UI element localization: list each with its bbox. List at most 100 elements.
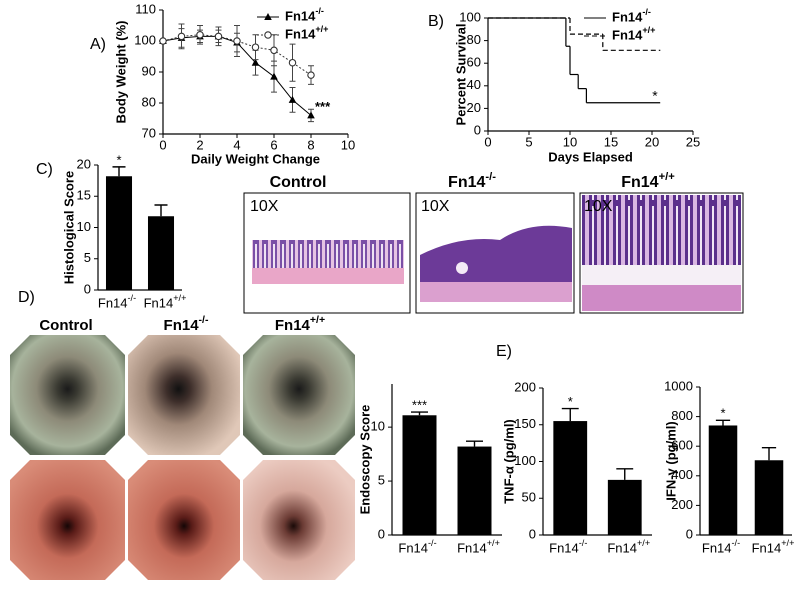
point bbox=[288, 95, 297, 103]
x-tick-label: Fn14-/- bbox=[702, 538, 740, 555]
x-tick-label: 0 bbox=[159, 137, 166, 152]
y-tick-label: 1000 bbox=[664, 378, 693, 393]
endoscopy-image bbox=[243, 335, 355, 455]
superscript: +/+ bbox=[487, 538, 500, 548]
x-axis-title: Daily Weight Change bbox=[191, 151, 320, 166]
y-axis-title: Body Weight (%) bbox=[113, 20, 128, 123]
tissue bbox=[582, 285, 741, 311]
y-tick-label: 100 bbox=[514, 453, 536, 468]
endoscopy-title: Fn14-/- bbox=[164, 314, 209, 334]
x-tick-label: 4 bbox=[233, 137, 240, 152]
error-bar bbox=[715, 419, 731, 426]
y-tick-label: 150 bbox=[514, 416, 536, 431]
endoscopy-images bbox=[10, 335, 355, 580]
endoscopy-image bbox=[128, 460, 240, 580]
x-tick-label: Fn14+/+ bbox=[144, 293, 187, 310]
superscript: -/- bbox=[579, 538, 588, 548]
point bbox=[251, 43, 260, 51]
point bbox=[233, 37, 241, 45]
tissue bbox=[252, 240, 404, 270]
point bbox=[288, 58, 297, 67]
superscript: -/- bbox=[732, 538, 741, 548]
y-tick-label: 15 bbox=[77, 188, 91, 203]
magnification: 10X bbox=[421, 198, 450, 215]
superscript: +/+ bbox=[310, 314, 325, 326]
error-bar bbox=[411, 411, 428, 416]
y-tick-label: 80 bbox=[142, 94, 156, 109]
y-tick-label: 600 bbox=[671, 438, 693, 453]
bar bbox=[708, 425, 738, 535]
y-tick-label: 0 bbox=[84, 281, 91, 296]
x-tick-label: 5 bbox=[525, 134, 532, 149]
x-tick-label: Fn14+/+ bbox=[457, 538, 500, 555]
x-tick-label: 6 bbox=[270, 137, 277, 152]
point bbox=[270, 72, 278, 80]
y-tick-label: 0 bbox=[529, 526, 536, 541]
y-axis-title: IFN-γ (pg/ml) bbox=[663, 421, 678, 500]
superscript: +/+ bbox=[659, 171, 676, 183]
magnification: 10X bbox=[584, 198, 613, 215]
legend-label: Fn14+/+ bbox=[612, 25, 656, 42]
point bbox=[214, 32, 223, 41]
y-tick-label: 200 bbox=[671, 497, 693, 512]
endoscopy-image bbox=[10, 335, 125, 455]
error-bar bbox=[561, 407, 579, 422]
point bbox=[159, 37, 167, 45]
histology-title: Fn14+/+ bbox=[621, 171, 675, 191]
error-bar bbox=[616, 468, 634, 480]
y-tick-label: 50 bbox=[522, 490, 536, 505]
tissue bbox=[420, 225, 572, 300]
x-tick-label: 10 bbox=[341, 137, 355, 152]
x-tick-label: 2 bbox=[196, 137, 203, 152]
x-tick-label: 25 bbox=[686, 134, 700, 149]
y-tick-label: 200 bbox=[514, 379, 536, 394]
superscript: +/+ bbox=[173, 293, 186, 303]
superscript: -/- bbox=[199, 314, 209, 326]
x-tick-label: 0 bbox=[484, 134, 491, 149]
panel-label: A) bbox=[90, 36, 106, 53]
y-axis-title: TNF-α (pg/ml) bbox=[501, 419, 516, 504]
x-tick-label: Fn14-/- bbox=[549, 538, 587, 555]
superscript: -/- bbox=[128, 293, 137, 303]
histology-title: Control bbox=[270, 174, 327, 191]
y-axis-title: Histological Score bbox=[61, 171, 76, 284]
panel-label: E) bbox=[496, 343, 512, 360]
superscript: +/+ bbox=[781, 538, 794, 548]
x-tick-label: Fn14+/+ bbox=[752, 538, 795, 555]
y-tick-label: 20 bbox=[77, 156, 91, 171]
y-tick-label: 10 bbox=[77, 219, 91, 234]
y-tick-label: 110 bbox=[135, 1, 156, 16]
point bbox=[307, 111, 315, 119]
superscript: -/- bbox=[428, 538, 437, 548]
tissue bbox=[420, 282, 572, 302]
y-tick-label: 100 bbox=[134, 32, 156, 47]
endoscopy-image bbox=[128, 335, 240, 455]
y-tick-label: 20 bbox=[467, 100, 481, 115]
superscript: -/- bbox=[642, 7, 651, 17]
endoscopy-title: Fn14+/+ bbox=[275, 314, 325, 334]
bar bbox=[553, 421, 588, 535]
endoscopy-image bbox=[243, 460, 355, 580]
point bbox=[307, 71, 315, 79]
endoscopy-image bbox=[10, 460, 125, 580]
bar bbox=[147, 216, 175, 290]
endoscopy-title: Control bbox=[39, 317, 92, 334]
error-bar bbox=[466, 440, 483, 447]
point bbox=[177, 32, 186, 41]
annotation: *** bbox=[315, 99, 331, 114]
y-tick-label: 60 bbox=[467, 55, 481, 70]
superscript: -/- bbox=[315, 6, 324, 16]
point bbox=[251, 58, 260, 66]
bar bbox=[607, 479, 642, 535]
x-tick-label: 15 bbox=[604, 134, 618, 149]
histology-title: Fn14-/- bbox=[448, 171, 496, 191]
error-bar bbox=[154, 204, 168, 217]
tissue bbox=[456, 262, 468, 274]
point bbox=[196, 31, 204, 39]
y-tick-label: 0 bbox=[378, 526, 385, 541]
error-bar bbox=[761, 446, 777, 461]
legend-label: Fn14-/- bbox=[612, 7, 651, 24]
y-axis-title: Endoscopy Score bbox=[357, 405, 372, 515]
y-tick-label: 90 bbox=[142, 63, 156, 78]
